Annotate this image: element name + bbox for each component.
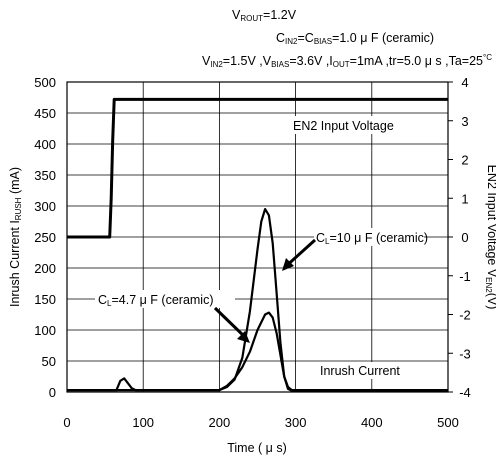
y2-tick-label: 2: [461, 153, 468, 168]
y2-tick-label: 3: [461, 114, 468, 129]
annotation-cl10: CL=10 μ F (ceramic): [316, 231, 428, 246]
y2-tick-label: -2: [459, 308, 471, 323]
y-tick-label: 300: [34, 199, 56, 214]
x-tick-label: 300: [285, 415, 307, 430]
y-tick-label: 250: [34, 230, 56, 245]
x-tick-label: 500: [437, 415, 459, 430]
header-line-2: CIN2=CBIAS=1.0 μ F (ceramic): [276, 31, 434, 46]
cl47-label-bg: [95, 290, 235, 308]
series-lines: [67, 97, 448, 392]
y-tick-label: 350: [34, 168, 56, 183]
y-tick-label: 400: [34, 137, 56, 152]
annotation-en2: EN2 Input Voltage: [293, 119, 394, 133]
y2-axis-label: EN2 Input Voltage VEN2(V): [484, 165, 496, 310]
inrush-label-bg: [316, 362, 419, 379]
arrow-cl10-head: [282, 258, 294, 271]
y2-tick-label: 1: [461, 191, 468, 206]
y-axis-label: Inrush Current IRUSH (mA): [8, 167, 23, 307]
arrow-cl47: [213, 306, 249, 341]
y2-tick-label: -1: [459, 269, 471, 284]
y-tick-label: 450: [34, 106, 56, 121]
header-line-1: VROUT=1.2V: [232, 8, 297, 23]
annotation-cl47: CL=4.7 μ F (ceramic): [98, 293, 214, 308]
x-tick-label: 400: [361, 415, 383, 430]
x-tick-label: 0: [63, 415, 70, 430]
y-tick-label: 0: [49, 385, 56, 400]
en2-label-bg: [290, 116, 408, 134]
x-axis-label: Time ( μ s): [227, 441, 287, 455]
x-tick-label: 200: [209, 415, 231, 430]
series-line-2: [67, 311, 448, 392]
y2-tick-label: 0: [461, 230, 468, 245]
series-line-0: [67, 97, 448, 239]
axis-ticks: 0 100 200 300 400 500 0 50 100 150 200 250 300 350 400…: [34, 75, 470, 430]
arrow-cl47-head: [237, 331, 250, 343]
y-tick-label: 200: [34, 261, 56, 276]
x-tick-label: 100: [132, 415, 154, 430]
y-tick-label: 100: [34, 323, 56, 338]
annotation-inrush: Inrush Current: [320, 364, 400, 378]
y-tick-label: 150: [34, 292, 56, 307]
cl10-label-bg: [314, 228, 424, 246]
header-line-3: VIN2=1.5V ,VBIAS=3.6V ,IOUT=1mA ,tr=5.0 …: [202, 53, 492, 69]
y2-tick-label: 4: [461, 75, 468, 90]
y2-tick-label: -4: [459, 385, 471, 400]
y2-tick-label: -3: [459, 346, 471, 361]
y-tick-label: 500: [34, 75, 56, 90]
y-tick-label: 50: [42, 354, 56, 369]
